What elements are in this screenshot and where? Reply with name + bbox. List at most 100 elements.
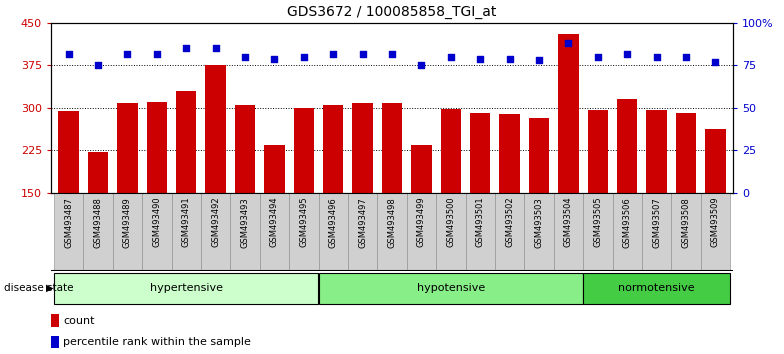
Bar	[587, 110, 608, 193]
Bar	[318, 273, 583, 304]
Text: GSM493497: GSM493497	[358, 197, 367, 247]
Text: GSM493505: GSM493505	[593, 197, 602, 247]
Point	[416, 63, 428, 68]
Text: disease state: disease state	[4, 283, 74, 293]
Bar	[260, 193, 289, 271]
Bar	[495, 193, 524, 271]
Point	[180, 46, 192, 51]
Bar	[524, 193, 554, 271]
Point	[386, 51, 398, 56]
Bar	[51, 314, 60, 327]
Text: GSM493489: GSM493489	[123, 197, 132, 247]
Point	[591, 54, 604, 60]
Text: GSM493494: GSM493494	[270, 197, 279, 247]
Bar	[441, 109, 461, 193]
Point	[92, 63, 104, 68]
Point	[562, 41, 575, 46]
Bar	[264, 145, 285, 193]
Bar	[234, 105, 256, 193]
Bar	[142, 193, 172, 271]
Point	[709, 59, 721, 65]
Bar	[113, 193, 142, 271]
Bar	[172, 193, 201, 271]
Bar	[51, 336, 60, 348]
Bar	[583, 273, 730, 304]
Bar	[436, 193, 466, 271]
Bar	[466, 193, 495, 271]
Bar	[382, 103, 402, 193]
Bar	[528, 118, 550, 193]
Text: GSM493501: GSM493501	[476, 197, 485, 247]
Point	[445, 54, 457, 60]
Text: GDS3672 / 100085858_TGI_at: GDS3672 / 100085858_TGI_at	[287, 5, 497, 19]
Text: GSM493507: GSM493507	[652, 197, 661, 247]
Bar	[676, 113, 696, 193]
Text: GSM493509: GSM493509	[711, 197, 720, 247]
Bar	[377, 193, 407, 271]
Bar	[147, 102, 167, 193]
Bar	[83, 193, 113, 271]
Bar	[499, 114, 520, 193]
Text: GSM493502: GSM493502	[505, 197, 514, 247]
Bar	[117, 103, 138, 193]
Bar	[612, 193, 642, 271]
Text: GSM493488: GSM493488	[93, 197, 103, 248]
Text: GSM493490: GSM493490	[152, 197, 162, 247]
Bar	[558, 34, 579, 193]
Point	[297, 54, 310, 60]
Bar	[205, 65, 226, 193]
Bar	[642, 193, 671, 271]
Bar	[411, 145, 432, 193]
Bar	[352, 103, 373, 193]
Bar	[348, 193, 377, 271]
Bar	[230, 193, 260, 271]
Bar	[289, 193, 318, 271]
Text: GSM493508: GSM493508	[681, 197, 691, 247]
Text: GSM493493: GSM493493	[241, 197, 249, 247]
Text: GSM493500: GSM493500	[446, 197, 456, 247]
Bar	[58, 111, 79, 193]
Bar	[701, 193, 730, 271]
Bar	[554, 193, 583, 271]
Bar	[617, 99, 637, 193]
Point	[621, 51, 633, 56]
Text: hypertensive: hypertensive	[150, 283, 223, 293]
Point	[62, 51, 74, 56]
Text: GSM493487: GSM493487	[64, 197, 73, 248]
Bar	[646, 110, 667, 193]
Text: count: count	[63, 316, 94, 326]
Point	[474, 56, 486, 62]
Bar	[201, 193, 230, 271]
Bar	[470, 113, 491, 193]
Bar	[671, 193, 701, 271]
Point	[268, 56, 281, 62]
Text: GSM493496: GSM493496	[328, 197, 338, 247]
Point	[680, 54, 692, 60]
Text: normotensive: normotensive	[619, 283, 695, 293]
Point	[503, 56, 516, 62]
Point	[238, 54, 251, 60]
Text: GSM493499: GSM493499	[417, 197, 426, 247]
Text: GSM493492: GSM493492	[211, 197, 220, 247]
Point	[209, 46, 222, 51]
Bar	[54, 193, 83, 271]
Point	[121, 51, 133, 56]
Text: GSM493498: GSM493498	[387, 197, 397, 247]
Point	[356, 51, 368, 56]
Text: hypotensive: hypotensive	[416, 283, 485, 293]
Point	[533, 58, 546, 63]
Text: GSM493495: GSM493495	[299, 197, 308, 247]
Text: GSM493506: GSM493506	[622, 197, 632, 247]
Text: GSM493504: GSM493504	[564, 197, 573, 247]
Text: GSM493491: GSM493491	[182, 197, 191, 247]
Bar	[176, 91, 197, 193]
Bar	[318, 193, 348, 271]
Point	[650, 54, 662, 60]
Bar	[407, 193, 436, 271]
Bar	[54, 273, 318, 304]
Bar	[293, 108, 314, 193]
Point	[327, 51, 339, 56]
Bar	[323, 105, 343, 193]
Bar	[583, 193, 612, 271]
Point	[151, 51, 163, 56]
